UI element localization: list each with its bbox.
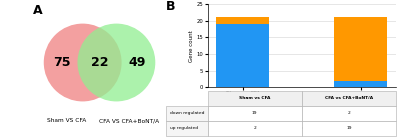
Text: B: B [166, 0, 176, 13]
Text: 75: 75 [53, 56, 71, 69]
Text: Sham VS CFA: Sham VS CFA [48, 119, 87, 124]
Y-axis label: Gene count: Gene count [189, 30, 194, 62]
Text: CFA VS CFA+BoNT/A: CFA VS CFA+BoNT/A [99, 119, 160, 124]
Text: A: A [33, 4, 43, 17]
Bar [216, 17, 269, 24]
Ellipse shape [78, 24, 155, 101]
Text: 49: 49 [128, 56, 146, 69]
Bar [334, 81, 388, 87]
Bar [216, 24, 269, 87]
Ellipse shape [44, 24, 122, 101]
Text: 22: 22 [91, 56, 108, 69]
Bar [334, 17, 388, 81]
Legend: down regulated, up regulated: down regulated, up regulated [262, 125, 342, 131]
